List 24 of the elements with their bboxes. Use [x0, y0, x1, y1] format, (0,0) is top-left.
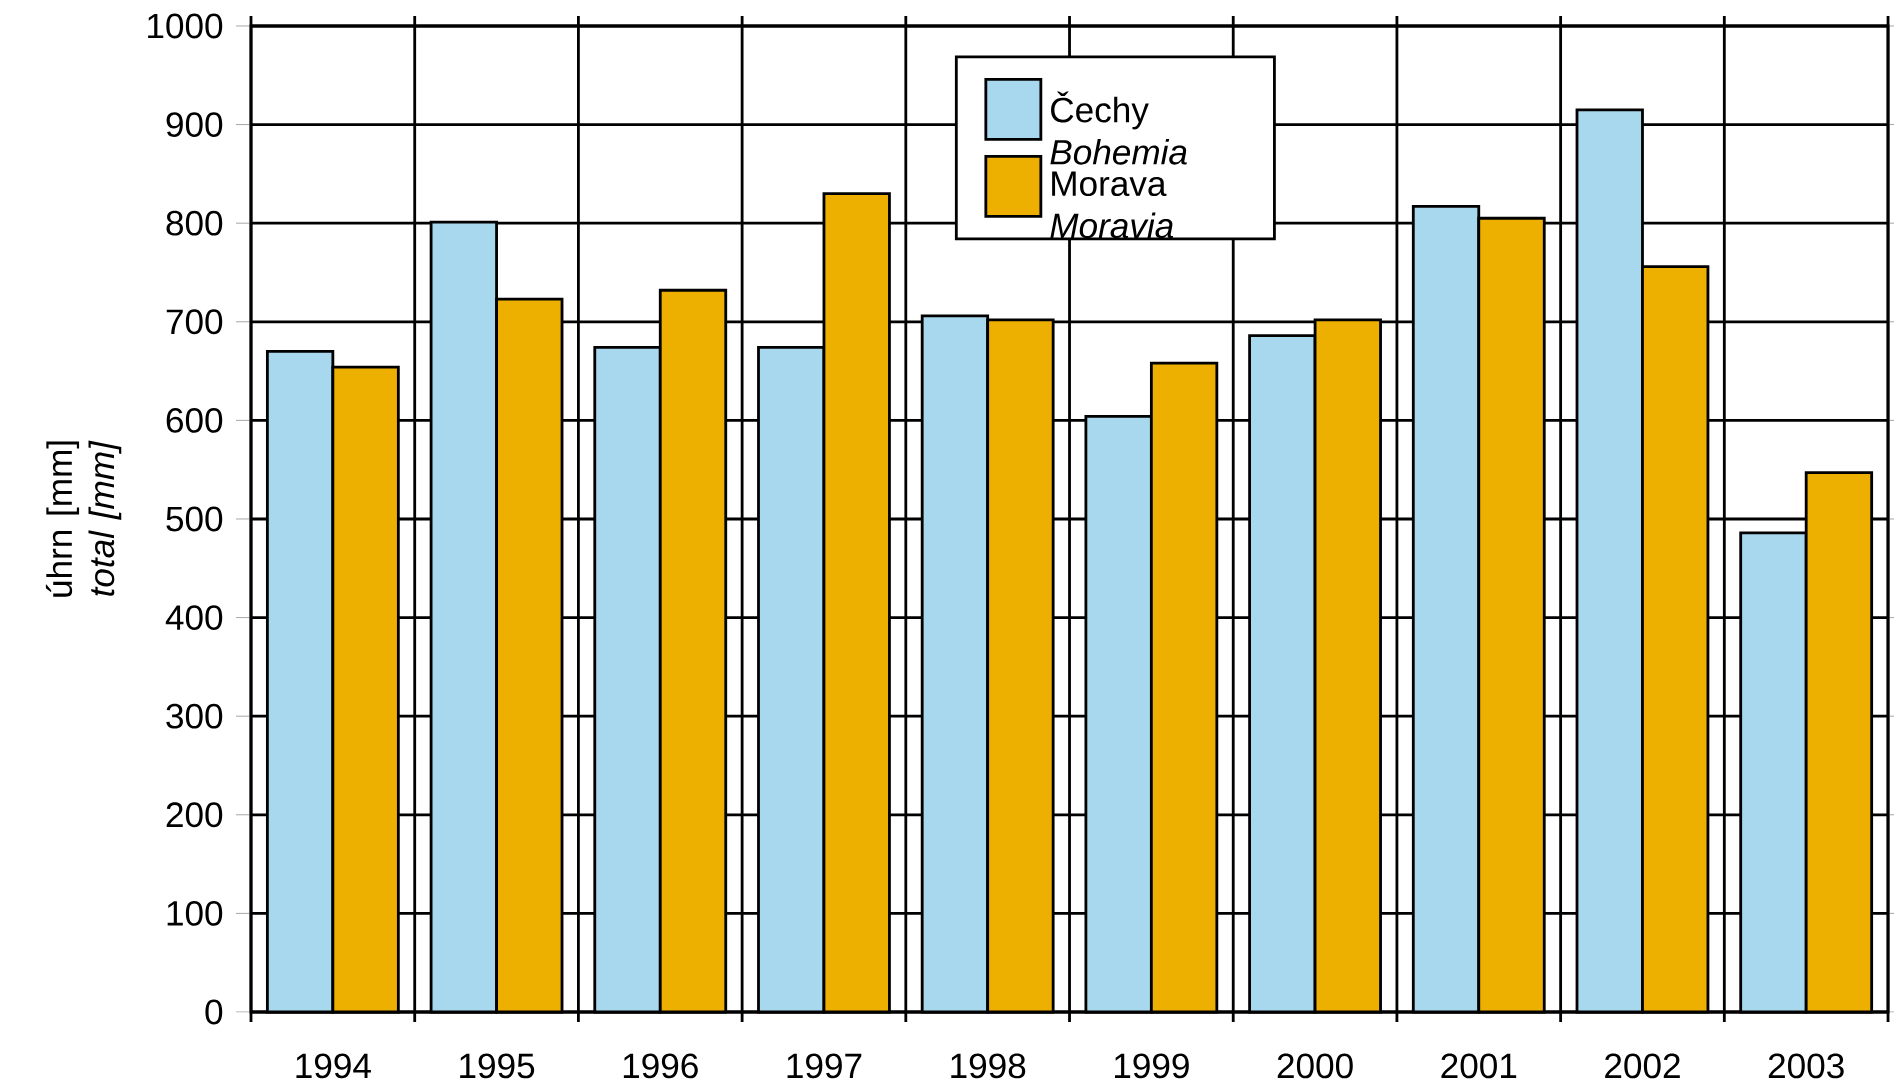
y-tick-label: 600: [166, 407, 223, 433]
y-tick-label: 100: [167, 900, 223, 926]
y-tick-label: 300: [166, 703, 223, 729]
legend-label: Morava Moravia: [1050, 171, 1174, 239]
legend-label: Čechy Bohemia: [1050, 91, 1187, 165]
x-tick-label: 1998: [951, 1053, 1026, 1079]
x-tick-label: 1996: [623, 1053, 698, 1079]
y-tick-label: 1000: [148, 13, 223, 39]
x-tick-label: 2003: [1768, 1053, 1844, 1079]
x-tick-label: 2000: [1277, 1053, 1353, 1079]
y-tick-label: 200: [166, 802, 223, 828]
x-tick-label: 1997: [787, 1053, 862, 1079]
y-tick-label: 400: [165, 605, 223, 631]
x-tick-label: 1999: [1114, 1053, 1189, 1079]
y-axis-title: úhrn [mm] total [mm]: [45, 440, 122, 597]
x-tick-label: 2002: [1605, 1053, 1680, 1079]
y-tick-label: 500: [166, 506, 223, 532]
x-tick-label: 1994: [296, 1053, 371, 1079]
y-tick-label: 900: [166, 112, 223, 138]
y-tick-label: 800: [166, 210, 223, 236]
y-tick-label: 700: [166, 309, 223, 335]
x-tick-label: 2001: [1441, 1053, 1517, 1079]
x-tick-label: 1995: [460, 1053, 535, 1079]
y-tick-label: 0: [205, 999, 223, 1025]
